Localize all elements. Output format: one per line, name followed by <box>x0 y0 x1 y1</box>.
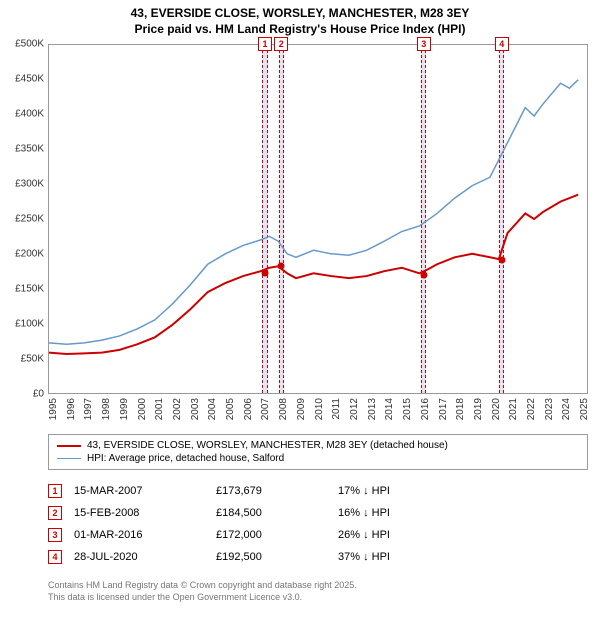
footnote-line2: This data is licensed under the Open Gov… <box>48 592 588 604</box>
series-line <box>49 80 578 344</box>
y-axis-tick-label: £450K <box>0 74 44 85</box>
x-axis-tick-label: 2008 <box>278 398 289 420</box>
transaction-price: £173,679 <box>216 485 326 497</box>
transaction-diff: 17% ↓ HPI <box>338 485 438 497</box>
title-block: 43, EVERSIDE CLOSE, WORSLEY, MANCHESTER,… <box>0 0 600 39</box>
transaction-marker: 1 <box>48 484 62 498</box>
x-axis-tick-label: 2020 <box>491 398 502 420</box>
x-axis-tick-label: 2024 <box>561 398 572 420</box>
y-axis-tick-label: £150K <box>0 284 44 295</box>
transaction-row: 2 15-FEB-2008 £184,500 16% ↓ HPI <box>48 502 588 524</box>
transaction-price: £184,500 <box>216 507 326 519</box>
x-axis-tick-label: 2009 <box>296 398 307 420</box>
y-axis-tick-label: £200K <box>0 249 44 260</box>
series-line <box>49 195 578 354</box>
x-axis-tick-label: 2013 <box>367 398 378 420</box>
x-axis-tick-label: 1995 <box>48 398 59 420</box>
x-axis-tick-label: 2023 <box>544 398 555 420</box>
sale-marker-3: 3 <box>417 37 431 51</box>
x-axis-tick-label: 1999 <box>119 398 130 420</box>
x-axis-tick-label: 2016 <box>420 398 431 420</box>
x-axis-tick-label: 2018 <box>455 398 466 420</box>
transaction-date: 15-FEB-2008 <box>74 507 204 519</box>
plot-area: 1234 <box>48 44 588 394</box>
x-axis-tick-label: 2000 <box>137 398 148 420</box>
y-axis-tick-label: £100K <box>0 319 44 330</box>
y-axis-tick-label: £50K <box>0 354 44 365</box>
y-axis-tick-label: £350K <box>0 144 44 155</box>
x-axis-tick-label: 2025 <box>579 398 590 420</box>
x-axis-tick-label: 2010 <box>314 398 325 420</box>
transaction-row: 4 28-JUL-2020 £192,500 37% ↓ HPI <box>48 546 588 568</box>
legend-label: HPI: Average price, detached house, Salf… <box>87 453 284 464</box>
title-subtitle: Price paid vs. HM Land Registry's House … <box>0 22 600 38</box>
y-axis-tick-label: £500K <box>0 39 44 50</box>
x-axis-tick-label: 2006 <box>243 398 254 420</box>
legend: 43, EVERSIDE CLOSE, WORSLEY, MANCHESTER,… <box>48 434 588 470</box>
sale-point-dot <box>420 271 427 278</box>
y-axis-tick-label: £250K <box>0 214 44 225</box>
transaction-marker: 2 <box>48 506 62 520</box>
footnote-line1: Contains HM Land Registry data © Crown c… <box>48 580 588 592</box>
x-axis-tick-label: 1997 <box>83 398 94 420</box>
transaction-price: £192,500 <box>216 551 326 563</box>
legend-item: HPI: Average price, detached house, Salf… <box>57 452 579 465</box>
legend-item: 43, EVERSIDE CLOSE, WORSLEY, MANCHESTER,… <box>57 439 579 452</box>
x-axis-tick-label: 2007 <box>260 398 271 420</box>
chart-container: 43, EVERSIDE CLOSE, WORSLEY, MANCHESTER,… <box>0 0 600 620</box>
legend-swatch <box>57 445 81 447</box>
transaction-row: 3 01-MAR-2016 £172,000 26% ↓ HPI <box>48 524 588 546</box>
x-axis-tick-label: 2022 <box>526 398 537 420</box>
x-axis-tick-label: 2014 <box>384 398 395 420</box>
legend-label: 43, EVERSIDE CLOSE, WORSLEY, MANCHESTER,… <box>87 440 448 451</box>
x-axis-tick-label: 2005 <box>225 398 236 420</box>
transaction-marker: 3 <box>48 528 62 542</box>
x-axis-tick-label: 2001 <box>154 398 165 420</box>
transaction-table: 1 15-MAR-2007 £173,679 17% ↓ HPI 2 15-FEB-200… <box>48 480 588 568</box>
y-axis-tick-label: £0 <box>0 389 44 400</box>
x-axis-tick-label: 2021 <box>508 398 519 420</box>
transaction-price: £172,000 <box>216 529 326 541</box>
transaction-diff: 16% ↓ HPI <box>338 507 438 519</box>
y-axis-tick-label: £400K <box>0 109 44 120</box>
x-axis-tick-label: 2015 <box>402 398 413 420</box>
y-axis-tick-label: £300K <box>0 179 44 190</box>
sale-point-dot <box>278 262 285 269</box>
transaction-marker: 4 <box>48 550 62 564</box>
line-svg <box>49 45 587 393</box>
sale-point-dot <box>262 270 269 277</box>
transaction-date: 01-MAR-2016 <box>74 529 204 541</box>
transaction-diff: 37% ↓ HPI <box>338 551 438 563</box>
transaction-row: 1 15-MAR-2007 £173,679 17% ↓ HPI <box>48 480 588 502</box>
title-address: 43, EVERSIDE CLOSE, WORSLEY, MANCHESTER,… <box>0 6 600 22</box>
x-axis-tick-label: 2019 <box>473 398 484 420</box>
x-axis-tick-label: 2002 <box>172 398 183 420</box>
sale-marker-2: 2 <box>274 37 288 51</box>
transaction-diff: 26% ↓ HPI <box>338 529 438 541</box>
x-axis-tick-label: 2017 <box>438 398 449 420</box>
x-axis-tick-label: 2012 <box>349 398 360 420</box>
sale-point-dot <box>498 257 505 264</box>
sale-marker-1: 1 <box>258 37 272 51</box>
x-axis-tick-label: 1996 <box>66 398 77 420</box>
sale-marker-4: 4 <box>495 37 509 51</box>
transaction-date: 28-JUL-2020 <box>74 551 204 563</box>
x-axis-tick-label: 2004 <box>207 398 218 420</box>
x-axis-tick-label: 2011 <box>331 398 342 420</box>
legend-swatch <box>57 458 81 460</box>
transaction-date: 15-MAR-2007 <box>74 485 204 497</box>
x-axis-tick-label: 1998 <box>101 398 112 420</box>
x-axis-tick-label: 2003 <box>190 398 201 420</box>
footnote: Contains HM Land Registry data © Crown c… <box>48 580 588 603</box>
